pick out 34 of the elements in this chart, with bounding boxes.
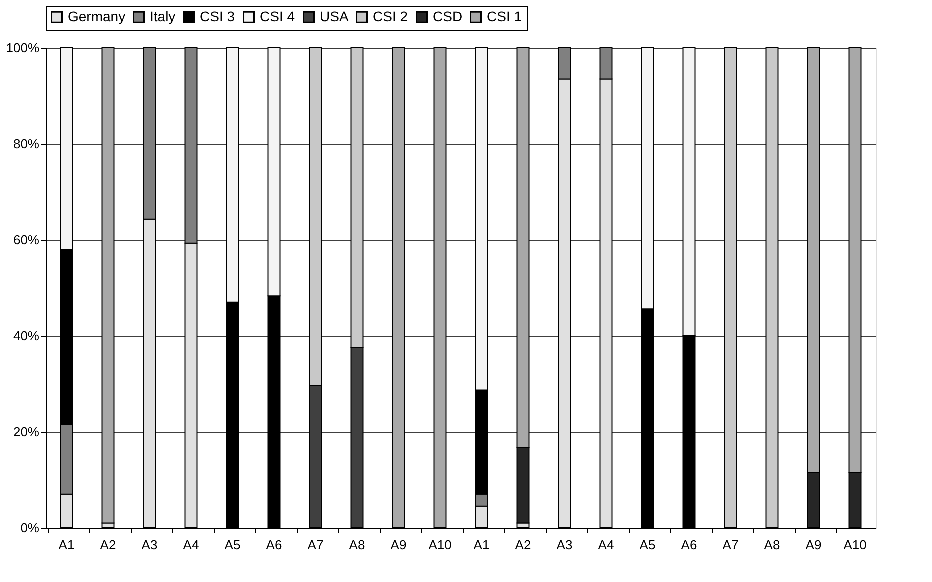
x-tick-label: A4 <box>183 538 200 552</box>
x-tick-label: A8 <box>764 538 780 552</box>
x-tick-label: A9 <box>806 538 822 552</box>
x-tick-label: A6 <box>266 538 282 552</box>
x-tick-label: A1 <box>474 538 490 552</box>
legend-label: Germany <box>68 8 126 24</box>
legend-label: CSI 1 <box>487 8 522 24</box>
legend-label: CSI 2 <box>373 8 408 24</box>
x-tick-label: A3 <box>142 538 158 552</box>
x-tick-label: A1 <box>58 538 75 552</box>
x-tick-label: A7 <box>308 538 324 552</box>
x-tick-label: A10 <box>428 538 452 552</box>
legend-label: USA <box>320 8 350 24</box>
y-tick-label: 40% <box>13 328 40 344</box>
x-tick-label: A5 <box>640 538 656 552</box>
y-tick-label: 100% <box>6 40 40 56</box>
x-tick-label: A7 <box>722 538 739 552</box>
x-tick-label: A6 <box>681 538 698 552</box>
legend-label: CSI 4 <box>260 8 296 24</box>
legend-label: CSD <box>433 8 463 24</box>
y-tick-label: 20% <box>13 424 40 440</box>
y-tick-label: 60% <box>13 232 40 248</box>
x-tick-label: A10 <box>844 538 867 552</box>
x-tick-label: A8 <box>349 538 366 552</box>
x-tick-label: A9 <box>390 538 407 552</box>
x-tick-label: A5 <box>224 538 241 552</box>
y-tick-label: 0% <box>20 520 40 536</box>
x-tick-label: A2 <box>515 538 532 552</box>
x-tick-label: A4 <box>598 538 614 552</box>
x-tick-label: A3 <box>556 538 573 552</box>
legend-label: Italy <box>150 8 176 24</box>
legend-label: CSI 3 <box>200 8 236 24</box>
x-tick-label: A2 <box>100 538 116 552</box>
y-tick-label: 80% <box>13 136 40 152</box>
